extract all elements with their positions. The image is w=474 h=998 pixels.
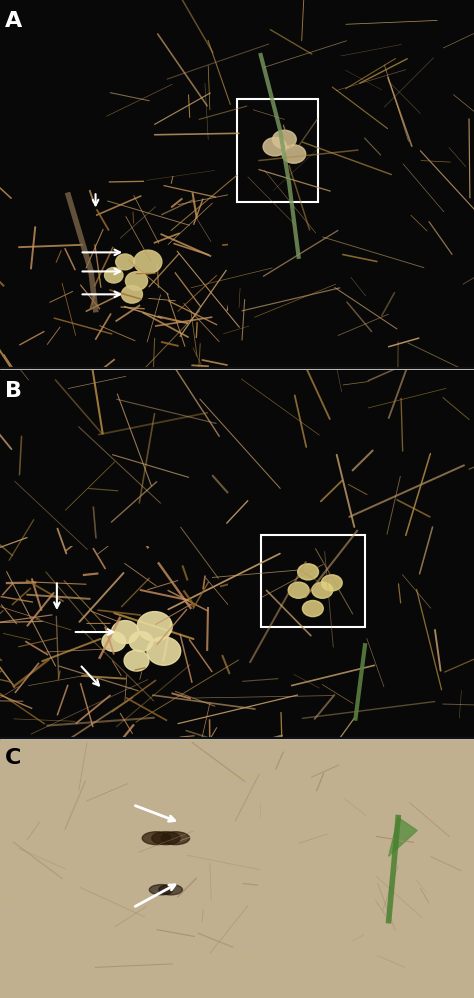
Circle shape (288, 582, 309, 598)
Ellipse shape (159, 884, 182, 895)
Ellipse shape (149, 884, 173, 895)
Circle shape (273, 130, 296, 149)
Text: A: A (5, 11, 22, 31)
Bar (237, 99, 318, 202)
Ellipse shape (152, 831, 180, 844)
Circle shape (312, 582, 333, 598)
Ellipse shape (161, 831, 190, 844)
Text: B: B (5, 381, 22, 401)
Circle shape (298, 564, 319, 580)
Bar (261, 535, 365, 627)
Text: C: C (5, 748, 21, 768)
Ellipse shape (142, 831, 171, 844)
Circle shape (321, 575, 342, 591)
Circle shape (282, 145, 306, 164)
Circle shape (302, 601, 323, 617)
Polygon shape (389, 817, 417, 856)
Circle shape (263, 138, 287, 156)
